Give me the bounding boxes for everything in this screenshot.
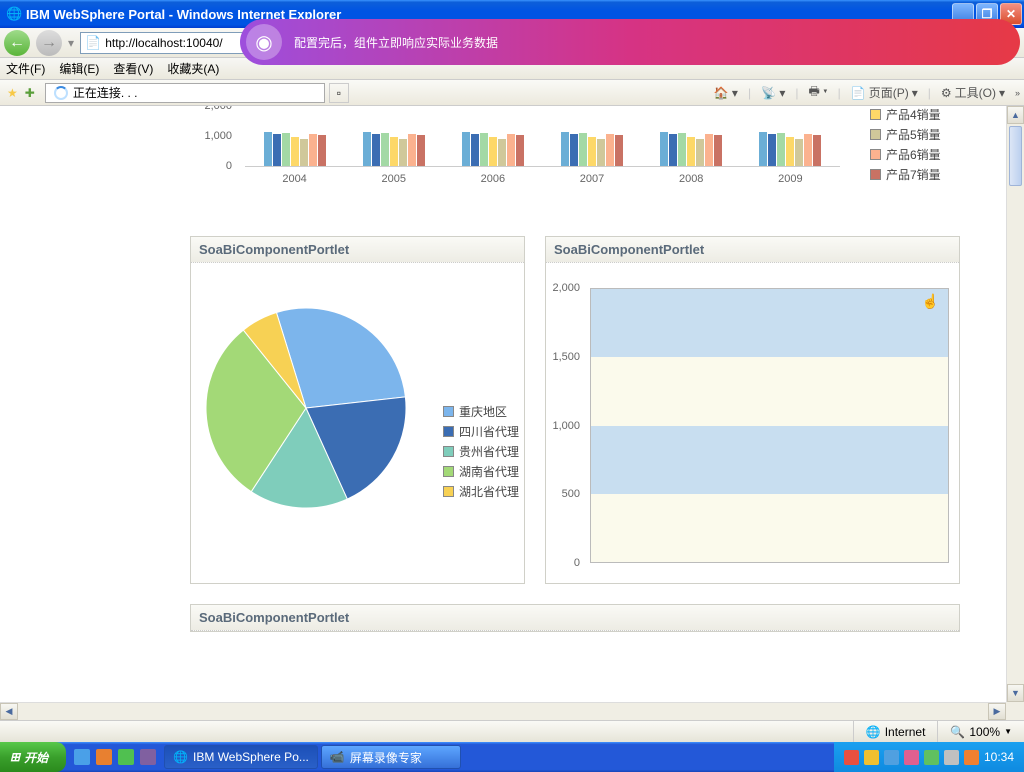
zoom-icon: 🔍 <box>950 725 965 739</box>
ql-icon-2[interactable] <box>96 749 112 765</box>
tray-icon[interactable] <box>844 750 859 765</box>
taskbar-app-recorder[interactable]: 📹 屏幕录像专家 <box>321 745 461 769</box>
browser-tab[interactable]: 正在连接. . . <box>45 83 325 103</box>
page-menu[interactable]: 📄 页面(P) ▾ <box>851 84 918 101</box>
add-favorite-icon[interactable]: ✚ <box>25 86 35 100</box>
tab-toolbar: ★ ✚ 正在连接. . . ▫ 🏠 ▾ | 📡 ▾ | 🖶 ▾ | 📄 页面(P… <box>0 80 1024 106</box>
loading-spinner-icon <box>54 86 68 100</box>
content-area: 2,0001,0000 200420052006200720082009 产品4… <box>0 106 1024 720</box>
tray-icon[interactable] <box>904 750 919 765</box>
home-button[interactable]: 🏠 ▾ <box>714 86 738 100</box>
cursor-icon: ☝ <box>922 293 939 310</box>
tray-icon[interactable] <box>924 750 939 765</box>
pie-chart <box>201 303 411 513</box>
print-button[interactable]: 🖶 ▾ <box>809 82 828 103</box>
vertical-scrollbar[interactable]: ▲ ▼ <box>1006 106 1024 702</box>
status-bar: 🌐 Internet 🔍 100% ▼ <box>0 720 1024 742</box>
ql-icon-3[interactable] <box>118 749 134 765</box>
scrollbar-thumb[interactable] <box>1009 126 1022 186</box>
tray-icon[interactable] <box>944 750 959 765</box>
favorites-star-icon[interactable]: ★ <box>7 86 18 100</box>
bar-chart-legend: 产品4销量产品5销量产品6销量产品7销量 <box>840 106 960 196</box>
quick-launch <box>66 749 164 765</box>
pie-portlet: SoaBiComponentPortlet 重庆地区四川省代理贵州省代理湖南省代… <box>190 236 525 584</box>
new-tab-button[interactable]: ▫ <box>329 83 349 103</box>
back-button[interactable]: ← <box>4 30 30 56</box>
chevron-icon[interactable]: » <box>1015 88 1020 98</box>
portlet-header: SoaBiComponentPortlet <box>191 237 524 263</box>
forward-button[interactable]: → <box>36 30 62 56</box>
area-portlet: SoaBiComponentPortlet 2,0001,5001,000500… <box>545 236 960 584</box>
ql-icon-4[interactable] <box>140 749 156 765</box>
url-text: http://localhost:10040/ <box>105 36 222 50</box>
tray-icon[interactable] <box>964 750 979 765</box>
overlay-text: 配置完后，组件立即响应实际业务数据 <box>294 34 498 51</box>
location-pin-icon: ◉ <box>246 24 282 60</box>
tray-icon[interactable] <box>884 750 899 765</box>
overlay-banner: ◉ 配置完后，组件立即响应实际业务数据 <box>240 19 1020 65</box>
page-icon: 📄 <box>85 35 101 51</box>
tab-label: 正在连接. . . <box>73 84 138 101</box>
area-chart <box>590 288 949 563</box>
security-zone[interactable]: 🌐 Internet <box>853 721 938 742</box>
internet-icon: 🌐 <box>866 725 881 739</box>
zoom-control[interactable]: 🔍 100% ▼ <box>937 721 1024 742</box>
menu-favorites[interactable]: 收藏夹(A) <box>167 60 219 77</box>
feeds-button[interactable]: 📡 ▾ <box>761 86 785 100</box>
menu-file[interactable]: 文件(F) <box>6 60 45 77</box>
menu-edit[interactable]: 编辑(E) <box>59 60 99 77</box>
tray-icon[interactable] <box>864 750 879 765</box>
ie-icon: 🌐 <box>173 750 188 764</box>
pie-legend: 重庆地区四川省代理贵州省代理湖南省代理湖北省代理 <box>443 403 519 503</box>
tools-menu[interactable]: ⚙ 工具(O) ▾ <box>941 84 1005 101</box>
portlet-header: SoaBiComponentPortlet <box>546 237 959 263</box>
bar-chart: 2,0001,0000 200420052006200720082009 产品4… <box>190 106 1006 196</box>
ie-icon: 🌐 <box>6 6 22 22</box>
horizontal-scrollbar[interactable]: ◀ ▶ <box>0 702 1006 720</box>
menu-view[interactable]: 查看(V) <box>113 60 153 77</box>
ql-icon-1[interactable] <box>74 749 90 765</box>
taskbar-app-ie[interactable]: 🌐 IBM WebSphere Po... <box>164 745 318 769</box>
portlet-header: SoaBiComponentPortlet <box>191 605 959 631</box>
tray-clock[interactable]: 10:34 <box>984 750 1014 764</box>
dropdown-icon[interactable]: ▾ <box>68 36 74 50</box>
windows-logo-icon: ⊞ <box>10 750 20 764</box>
third-portlet: SoaBiComponentPortlet <box>190 604 960 632</box>
recorder-icon: 📹 <box>330 750 345 764</box>
